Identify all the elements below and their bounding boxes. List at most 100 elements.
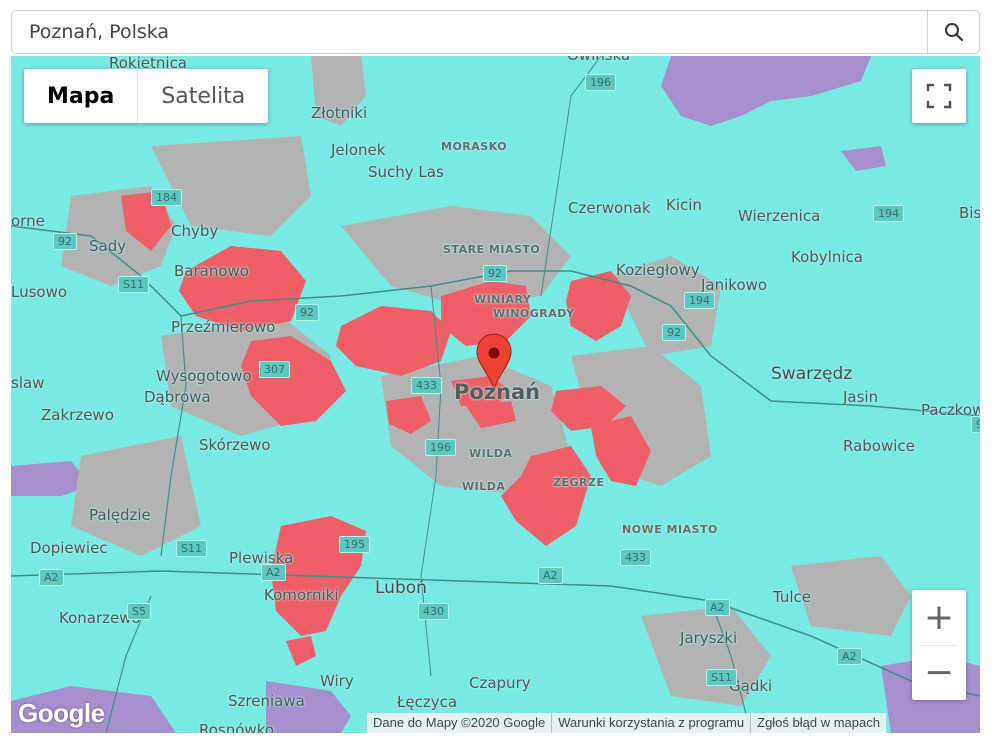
search-input[interactable] [12, 11, 927, 53]
place-label: Bis [959, 204, 980, 222]
place-label: Palędzie [89, 506, 151, 524]
road [160, 315, 187, 557]
place-label: Przeźmierowo [171, 318, 276, 336]
coverage-red [466, 401, 516, 428]
map-type-control: Mapa Satelita [24, 69, 269, 123]
place-label: Paczkowo [921, 401, 980, 419]
zoom-in-button[interactable]: + [923, 597, 955, 638]
place-label: Owińska [567, 56, 630, 64]
place-label: Dopiewiec [30, 539, 108, 557]
place-label: WINOGRADY [493, 307, 575, 320]
place-label: Wysogotowo [156, 367, 252, 385]
coverage-red [566, 271, 631, 341]
road-shield: 194 [684, 292, 715, 309]
place-label: Jaryszki [680, 629, 738, 647]
road-shield: 92 [662, 324, 686, 341]
attribution-bar: Dane do Mapy ©2020 Google Warunki korzys… [367, 713, 886, 733]
road-shield: A2 [538, 567, 563, 584]
road-shield: 430 [418, 603, 449, 620]
place-label: Lusowo [11, 283, 68, 301]
coverage-red [336, 306, 451, 376]
search-button[interactable] [927, 11, 979, 53]
road-shield: 433 [411, 377, 442, 394]
road-shield: A2 [705, 599, 730, 616]
coverage-red [386, 396, 431, 434]
gray-area [151, 136, 311, 236]
place-label: slaw [11, 374, 45, 392]
place-label: WINIARY [474, 293, 532, 306]
fullscreen-button[interactable] [912, 69, 966, 123]
place-label: Skórzewo [199, 436, 271, 454]
map-data-attribution: Dane do Mapy ©2020 Google [367, 713, 553, 733]
coverage-red [286, 636, 316, 666]
place-label: Złotniki [311, 104, 368, 122]
road-shield: 92 [53, 233, 77, 250]
place-label: ŻEGRZE [553, 476, 605, 489]
place-label: Baranowo [174, 262, 249, 280]
zoom-control: + − [912, 590, 966, 700]
place-label: Swarzędz [771, 364, 853, 384]
road-shield: A2 [261, 564, 286, 581]
place-label: Jasin [843, 388, 879, 406]
coverage-red [501, 446, 591, 546]
place-label: Luboń [375, 578, 427, 598]
road-shield: 307 [259, 361, 290, 378]
place-label: Łęczyca [397, 693, 458, 711]
place-label: Konarzewo [59, 609, 141, 627]
road-shield: 92 [971, 416, 980, 433]
place-label: Sady [89, 237, 127, 255]
place-label: Jelonek [331, 141, 386, 159]
road-shield: S11 [118, 276, 149, 293]
place-label: Rosnówko [199, 721, 275, 733]
road [11, 570, 980, 697]
road-shield: 195 [339, 536, 370, 553]
search-bar [11, 10, 980, 54]
place-label: Wierzenica [738, 207, 821, 225]
place-label: Czapury [469, 674, 531, 692]
place-label: Plewiska [229, 549, 294, 567]
place-label: Koziegłowy [616, 261, 700, 279]
gray-area [791, 556, 911, 636]
fullscreen-icon [926, 83, 952, 109]
report-error-link[interactable]: Zgłoś błąd w mapach [757, 715, 880, 730]
zoom-separator [920, 644, 958, 646]
purple-area [841, 146, 886, 171]
terms-link[interactable]: Warunki korzystania z programu [552, 713, 752, 733]
place-label: Kobylnica [791, 248, 863, 266]
road-shield: S11 [176, 540, 207, 557]
road [540, 56, 602, 297]
coverage-red [441, 281, 531, 346]
place-label: STARE MIASTO [443, 243, 541, 256]
road-shield: 92 [483, 265, 507, 282]
gray-area [641, 606, 771, 706]
gray-area [71, 436, 201, 556]
purple-area [266, 681, 351, 733]
road [11, 225, 980, 417]
map-type-map-button[interactable]: Mapa [24, 69, 139, 123]
place-label: Tulce [773, 588, 812, 606]
place-label: Czerwonak [568, 199, 651, 217]
coverage-layer [11, 56, 980, 733]
place-label: Zakrzewo [41, 406, 114, 424]
map-type-satellite-button[interactable]: Satelita [161, 83, 246, 109]
place-label: orne [11, 212, 45, 230]
place-label: Rokietnica [109, 56, 188, 72]
road-shield: 184 [151, 189, 182, 206]
place-label: NOWE MIASTO [622, 523, 718, 536]
road-shield: A2 [837, 648, 862, 665]
place-label: Dąbrowa [144, 388, 211, 406]
place-label: Gądki [729, 677, 773, 695]
place-label: Suchy Las [368, 163, 444, 181]
road-shield: 196 [585, 74, 616, 91]
place-label: MORASKO [441, 140, 508, 153]
road-shield: 194 [873, 205, 904, 222]
gray-area [311, 56, 366, 126]
purple-area [661, 56, 871, 126]
google-logo: Google [18, 698, 105, 728]
place-label: WILDA [469, 447, 513, 460]
zoom-out-button[interactable]: − [923, 652, 955, 693]
map-canvas[interactable]: Rokietnica Złotniki Jelonek MORASKO Suchy La… [11, 56, 980, 733]
place-label: Janikowo [701, 276, 768, 294]
place-label: Szreniawa [228, 692, 305, 710]
coverage-red [551, 386, 626, 431]
